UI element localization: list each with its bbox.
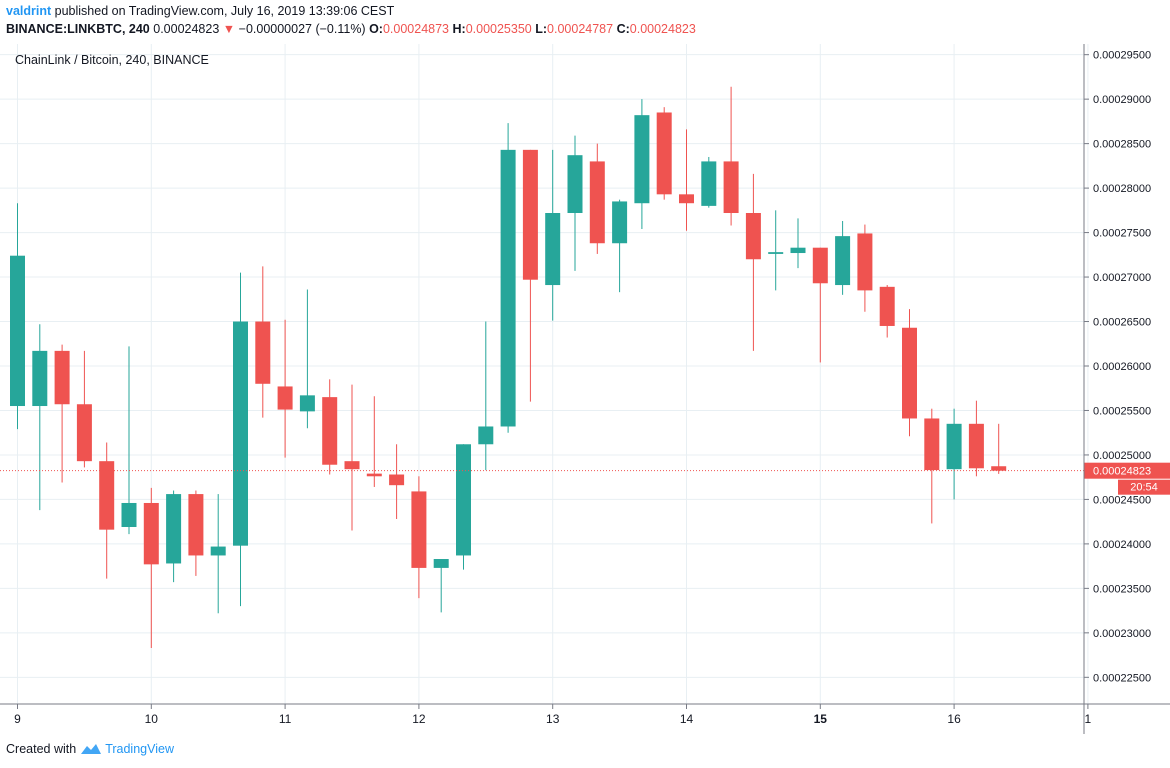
candle-body-down <box>143 502 159 565</box>
grid <box>0 44 1089 704</box>
change-value: −0.00000027 (−0.11%) <box>238 22 366 36</box>
candle-body-down <box>54 350 70 405</box>
candle-body-down <box>857 233 873 291</box>
symbol-label: BINANCE:LINKBTC, 240 <box>6 22 150 36</box>
y-tick-label: 0.00024500 <box>1093 494 1151 506</box>
candle-body-up <box>500 149 516 427</box>
candle-body-down <box>589 161 605 244</box>
open-value: 0.00024873 <box>382 22 450 36</box>
high-value: 0.00025350 <box>465 22 532 36</box>
candle-body-up <box>299 395 315 412</box>
candle-body-down <box>924 418 940 471</box>
y-tick-label: 0.00027000 <box>1093 272 1151 284</box>
footer: Created with TradingView <box>6 742 174 756</box>
last-price-label-box <box>1084 462 1170 479</box>
high-label: H: <box>452 22 466 36</box>
low-value: 0.00024787 <box>547 22 614 36</box>
candle-body-down <box>745 213 761 260</box>
x-tick-label: 9 <box>14 712 21 726</box>
candle-body-up <box>478 426 494 445</box>
author-link[interactable]: valdrint <box>6 4 52 18</box>
last-price-label: 0.00024823 <box>1093 466 1151 478</box>
candles <box>10 86 1007 648</box>
candle-body-up <box>545 213 561 286</box>
candle-body-down <box>99 461 115 530</box>
y-tick-label: 0.00029000 <box>1093 94 1151 106</box>
y-tick-label: 0.00025000 <box>1093 450 1151 462</box>
candle-body-up <box>946 423 962 470</box>
x-tick-label: 14 <box>680 712 694 726</box>
axes: 0.00022500 0.00023000 0.00023500 0.00024000… <box>0 44 1170 734</box>
candle-body-up <box>567 155 583 214</box>
y-tick-label: 0.00023500 <box>1093 583 1151 595</box>
candle-body-up <box>790 247 806 254</box>
y-tick-label: 0.00029500 <box>1093 50 1151 62</box>
candle-body-up <box>835 236 851 286</box>
candle-body-down <box>879 286 895 326</box>
low-label: L: <box>535 22 548 36</box>
candle-body-down <box>188 494 204 556</box>
tradingview-logo-icon <box>81 744 102 754</box>
candle-body-down <box>344 461 360 470</box>
x-tick-label: 1 <box>1085 712 1092 726</box>
candle-body-down <box>812 247 828 284</box>
candlestick-chart[interactable]: 0.00022500 0.00023000 0.00023500 0.00024000… <box>0 44 1170 734</box>
candle-body-up <box>10 255 25 407</box>
candle-body-down <box>389 474 405 486</box>
y-tick-label: 0.00028000 <box>1093 183 1151 195</box>
y-tick-label: 0.00028500 <box>1093 139 1151 151</box>
ohlc-line: BINANCE:LINKBTC, 240 0.00024823 ▼ −0.000… <box>6 22 696 36</box>
candle-body-down <box>522 149 538 280</box>
last-price: 0.00024823 <box>153 22 220 36</box>
x-tick-label: 13 <box>546 712 560 726</box>
close-value: 0.00024823 <box>629 22 696 36</box>
down-arrow-icon: ▼ <box>222 22 236 36</box>
candle-body-up <box>612 201 628 244</box>
candle-body-down <box>277 386 293 410</box>
brand-label: TradingView <box>105 742 174 756</box>
x-tick-label: 12 <box>412 712 426 726</box>
publish-line: valdrint published on TradingView.com, J… <box>6 4 394 18</box>
candle-body-up <box>701 161 717 206</box>
candle-body-down <box>902 327 917 419</box>
y-tick-label: 0.00026500 <box>1093 317 1151 329</box>
candle-body-up <box>121 502 137 527</box>
tradingview-brand[interactable]: TradingView <box>80 742 174 756</box>
candle-body-down <box>968 423 984 469</box>
candle-body-up <box>456 444 471 556</box>
candle-body-up <box>433 559 449 568</box>
y-tick-label: 0.00025500 <box>1093 405 1151 417</box>
candle-body-up <box>210 546 226 556</box>
y-tick-label: 0.00023000 <box>1093 628 1151 640</box>
x-tick-label: 11 <box>279 712 292 726</box>
candle-body-down <box>679 194 694 204</box>
candle-body-up <box>233 321 248 546</box>
x-tick-label: 16 <box>947 712 961 726</box>
candle-body-up <box>768 252 784 254</box>
open-label: O: <box>369 22 383 36</box>
publish-info: published on TradingView.com, July 16, 2… <box>54 4 395 18</box>
chart-legend-title: ChainLink / Bitcoin, 240, BINANCE <box>15 53 209 67</box>
y-tick-label: 0.00026000 <box>1093 361 1151 373</box>
candle-body-down <box>366 473 382 477</box>
y-tick-label: 0.00022500 <box>1093 672 1151 684</box>
countdown-label: 20:54 <box>1130 482 1158 494</box>
candle-body-down <box>656 112 672 195</box>
created-with-label: Created with <box>6 742 77 756</box>
candle-body-down <box>411 491 427 568</box>
x-tick-label: 10 <box>145 712 159 726</box>
y-tick-label: 0.00024000 <box>1093 539 1151 551</box>
candle-body-up <box>634 115 650 204</box>
candle-body-down <box>322 397 338 465</box>
candle-body-down <box>255 321 271 384</box>
candle-body-up <box>32 350 48 407</box>
candle-body-down <box>991 466 1007 471</box>
y-tick-label: 0.00027500 <box>1093 228 1151 240</box>
candle-body-down <box>76 404 92 462</box>
candle-body-up <box>166 494 182 564</box>
countdown-box <box>1118 479 1170 495</box>
candle-body-down <box>723 161 739 214</box>
close-label: C: <box>616 22 630 36</box>
x-tick-label: 15 <box>814 712 828 726</box>
